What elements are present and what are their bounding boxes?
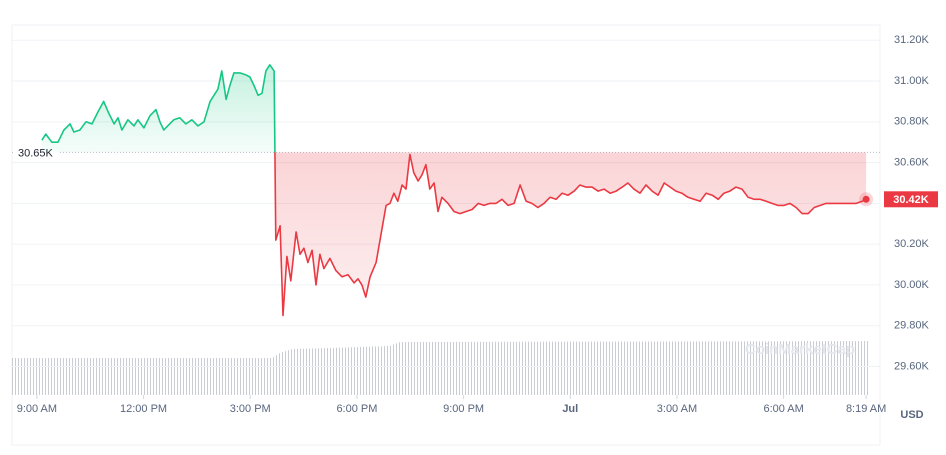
y-tick-label: 29.80K [894, 320, 930, 332]
y-tick-label: 31.00K [894, 75, 930, 87]
watermark: CoinMarketCap [745, 341, 855, 358]
x-tick-label: 8:19 AM [846, 403, 886, 415]
y-tick-label: 30.00K [894, 279, 930, 291]
price-flag [884, 191, 938, 208]
x-tick-label: 9:00 PM [443, 403, 484, 415]
price-flag-label: 30.42K [893, 194, 929, 206]
x-tick-label: 9:00 AM [17, 403, 57, 415]
y-tick-label: 30.60K [894, 157, 930, 169]
x-tick-label: 6:00 AM [763, 403, 803, 415]
price-area [41, 64, 867, 316]
x-tick-label: Jul [562, 403, 578, 415]
frame [11, 24, 881, 446]
x-tick-label: 12:00 PM [120, 403, 167, 415]
y-tick-label: 30.20K [894, 238, 930, 250]
x-tick-label: 3:00 PM [230, 403, 271, 415]
x-tick-label: 3:00 AM [657, 403, 697, 415]
currency-label: USD [900, 409, 923, 421]
y-tick-label: 30.80K [894, 116, 930, 128]
volume-bars [12, 341, 868, 395]
y-tick-label: 29.60K [894, 360, 930, 372]
x-tick-label: 6:00 PM [336, 403, 377, 415]
y-tick-label: 31.20K [894, 34, 930, 46]
last-point [862, 195, 870, 203]
price-line [41, 64, 867, 317]
